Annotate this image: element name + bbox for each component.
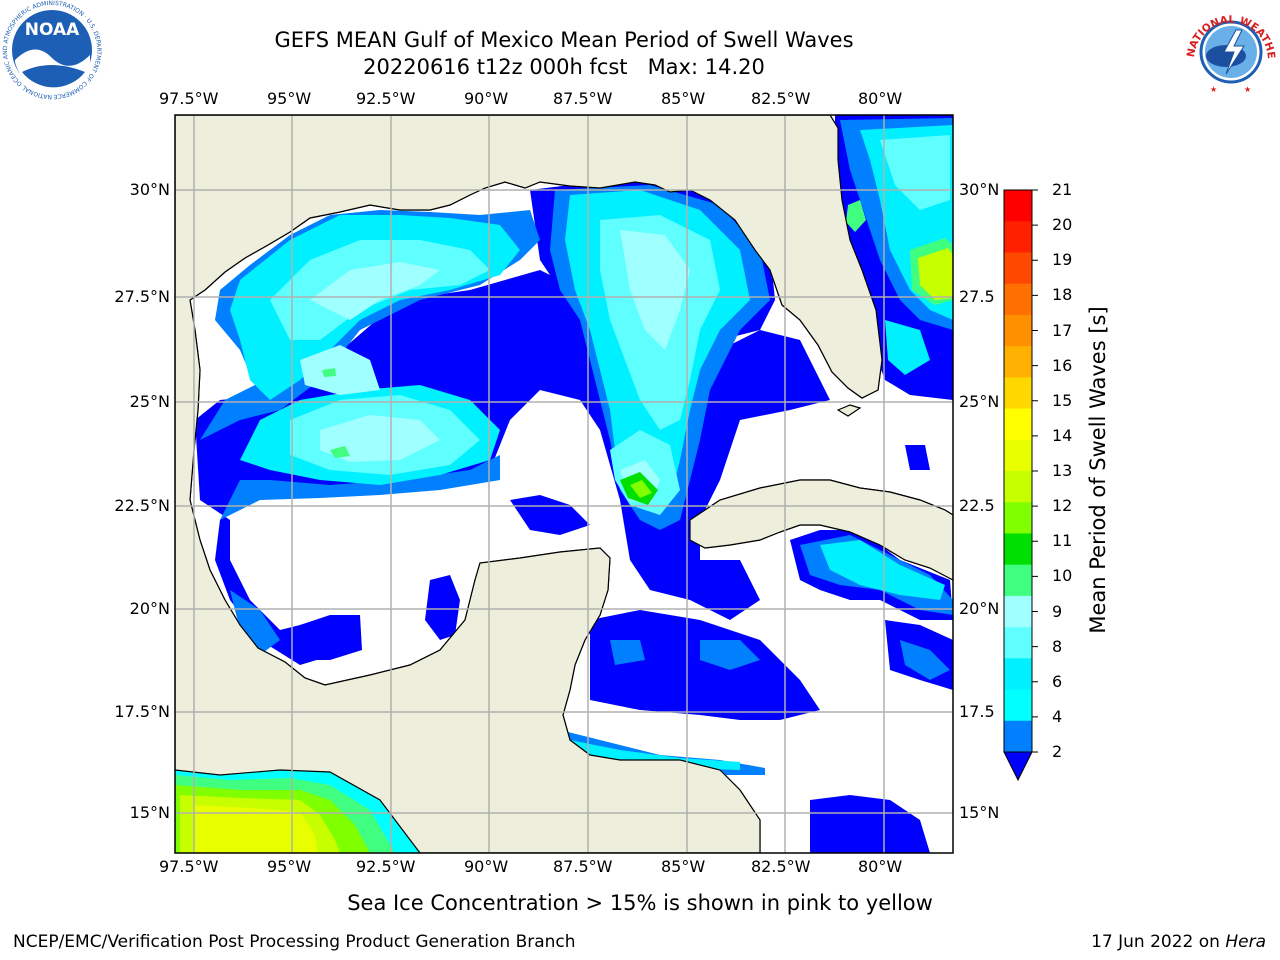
lat-label-left: 27.5°N (114, 287, 170, 306)
colorbar-segment (1004, 658, 1032, 691)
chart-title: GEFS MEAN Gulf of Mexico Mean Period of … (274, 28, 854, 52)
colorbar-segment (1004, 720, 1032, 753)
colorbar-segment (1004, 439, 1032, 472)
footer-right: 17 Jun 2022 on Hera (1091, 932, 1266, 952)
lon-label-top: 92.5°W (356, 89, 416, 108)
colorbar-extend-triangle (1003, 751, 1033, 782)
footer-left: NCEP/EMC/Verification Post Processing Pr… (13, 932, 576, 952)
lat-label-left: 25°N (129, 392, 170, 411)
colorbar-segment (1004, 627, 1032, 659)
colorbar-tick-label: 2 (1052, 742, 1063, 761)
footer-date: 17 Jun 2022 on (1091, 932, 1226, 952)
lat-label-right: 17.5 (959, 702, 995, 721)
colorbar-tick-label: 9 (1052, 601, 1063, 621)
map-gridlines (175, 115, 953, 853)
lon-label-top: 87.5°W (553, 89, 613, 108)
lat-label-left: 30°N (129, 180, 170, 199)
colorbar-segment (1004, 471, 1032, 503)
sea-ice-caption: Sea Ice Concentration > 15% is shown in … (347, 891, 933, 915)
colorbar-tick-label: 18 (1052, 285, 1073, 305)
lon-label-top: 97.5°W (159, 89, 219, 108)
colorbar-tick-label: 13 (1052, 461, 1073, 480)
colorbar-segment (1004, 221, 1032, 253)
lon-label-bottom: 80°W (858, 857, 903, 876)
colorbar-tick-label: 12 (1052, 496, 1073, 516)
lat-label-right: 20°N (959, 599, 1000, 618)
colorbar-tick-label: 6 (1052, 671, 1063, 691)
lat-label-left: 17.5°N (114, 702, 170, 721)
colorbar-segment (1004, 377, 1032, 410)
colorbar-segment (1004, 252, 1032, 285)
footer-host: Hera (1225, 932, 1266, 952)
lat-label-right: 15°N (959, 803, 1000, 822)
noaa-logo-text: NOAA (25, 20, 80, 40)
lon-label-bottom: 82.5°W (751, 857, 811, 876)
colorbar-tick-label: 16 (1052, 355, 1073, 375)
colorbar-segment (1004, 595, 1032, 628)
colorbar-tick-label: 19 (1052, 250, 1073, 270)
lat-label-right: 27.5 (959, 287, 995, 306)
colorbar-segment (1004, 314, 1032, 347)
lat-label-right: 22.5 (959, 496, 995, 515)
colorbar-segment (1004, 689, 1032, 722)
colorbar-segment (1004, 533, 1032, 566)
colorbar-tick-label: 10 (1052, 566, 1073, 586)
colorbar-segment (1004, 408, 1032, 441)
colorbar-tick-label: 15 (1052, 390, 1073, 410)
lat-label-left: 22.5°N (114, 496, 170, 515)
chart-subtitle: 20220616 t12z 000h fcst Max: 14.20 (363, 55, 765, 79)
colorbar (1003, 189, 1038, 782)
noaa-logo: NOAA NATIONAL OCEANIC AND ATMOSPHERIC AD… (2, 0, 102, 100)
swell-period-field (175, 115, 953, 853)
colorbar-tick-label: 11 (1052, 531, 1073, 551)
nws-logo: NATIONAL WEATHER SERVICE ★ ★ (1180, 0, 1277, 98)
lon-label-bottom: 95°W (267, 857, 312, 876)
lon-label-bottom: 97.5°W (159, 857, 219, 876)
lon-label-bottom: 87.5°W (553, 857, 613, 876)
colorbar-tick-label: 21 (1052, 180, 1073, 199)
lon-label-bottom: 92.5°W (356, 857, 416, 876)
colorbar-tick-label: 8 (1052, 636, 1063, 656)
svg-text:★: ★ (1244, 85, 1251, 94)
colorbar-tick-label: 4 (1052, 706, 1063, 726)
lon-label-top: 85°W (661, 89, 706, 108)
colorbar-segment (1004, 502, 1032, 534)
colorbar-segment (1004, 283, 1032, 316)
colorbar-segment (1004, 190, 1032, 222)
colorbar-segment (1004, 346, 1032, 378)
lon-label-top: 95°W (267, 89, 312, 108)
colorbar-tick-label: 14 (1052, 425, 1073, 445)
svg-text:★: ★ (1210, 85, 1217, 94)
lon-label-bottom: 90°W (464, 857, 509, 876)
lon-label-bottom: 85°W (661, 857, 706, 876)
lat-label-left: 15°N (129, 803, 170, 822)
colorbar-tick-label: 20 (1052, 215, 1073, 235)
colorbar-label: Mean Period of Swell Waves [s] (1086, 306, 1110, 634)
lat-label-left: 20°N (129, 599, 170, 618)
map-frame (174, 114, 954, 854)
lat-label-right: 25°N (959, 392, 1000, 411)
lon-label-top: 80°W (858, 89, 903, 108)
lat-label-right: 30°N (959, 180, 1000, 199)
colorbar-segment (1004, 564, 1032, 597)
colorbar-tick-label: 17 (1052, 320, 1073, 340)
lon-label-top: 90°W (464, 89, 509, 108)
lon-label-top: 82.5°W (751, 89, 811, 108)
land-island (836, 404, 862, 417)
